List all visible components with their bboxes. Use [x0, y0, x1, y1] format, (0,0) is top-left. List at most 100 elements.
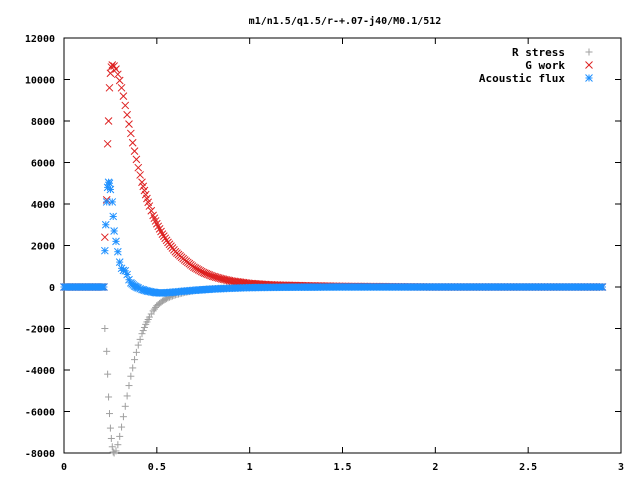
data-point: [114, 441, 122, 449]
data-point: [106, 69, 115, 78]
data-point: [100, 233, 109, 242]
legend-marker: [585, 61, 593, 69]
y-tick-label: 6000: [31, 159, 55, 170]
plot-area: [60, 61, 607, 457]
data-point: [112, 65, 120, 73]
y-tick-label: 12000: [25, 34, 55, 45]
data-point: [112, 447, 120, 455]
data-point: [100, 283, 108, 291]
series-acoustic-flux: [60, 178, 607, 297]
y-tick-label: -8000: [25, 449, 55, 460]
data-point: [216, 274, 225, 283]
data-point: [121, 402, 129, 410]
data-point: [134, 341, 142, 349]
data-point: [147, 206, 156, 215]
data-point: [128, 138, 137, 147]
data-point: [105, 83, 114, 92]
plot-frame: [63, 37, 622, 454]
y-tick-label: 4000: [31, 200, 55, 211]
data-point: [123, 270, 131, 279]
data-point: [117, 83, 126, 92]
data-point: [125, 120, 133, 128]
data-point: [125, 382, 133, 390]
data-point: [106, 424, 114, 432]
data-point: [103, 347, 111, 355]
data-point: [115, 76, 124, 85]
data-point: [113, 70, 122, 79]
data-point: [118, 423, 126, 431]
data-point: [132, 348, 140, 356]
data-point: [129, 364, 137, 372]
x-tick-label: 1.5: [333, 462, 351, 473]
y-tick-label: -4000: [25, 366, 55, 377]
data-point: [222, 276, 231, 284]
data-point: [103, 139, 112, 148]
y-tick-label: 2000: [31, 242, 55, 253]
y-tick-label: -2000: [25, 325, 55, 336]
series-g-work: [60, 61, 607, 291]
data-point: [107, 434, 115, 442]
data-point: [140, 323, 148, 331]
data-point: [224, 276, 232, 285]
y-tick-label: 0: [49, 283, 55, 294]
x-tick-label: 2.5: [519, 462, 537, 473]
data-point: [121, 101, 130, 110]
legend-label: G work: [525, 59, 565, 72]
data-point: [113, 247, 122, 256]
data-point: [107, 63, 116, 71]
series-r-stress: [60, 283, 606, 457]
data-point: [104, 370, 112, 378]
data-point: [136, 335, 144, 343]
data-point: [147, 310, 155, 318]
data-point: [138, 178, 146, 187]
y-tick-label: -6000: [25, 408, 55, 419]
data-point: [130, 147, 139, 155]
data-point: [136, 171, 144, 179]
x-tick-label: 2: [432, 462, 438, 473]
data-point: [221, 275, 229, 284]
data-point: [105, 393, 113, 401]
data-point: [140, 186, 149, 195]
data-point: [108, 443, 116, 451]
chart-title: m1/n1.5/q1.5/r-+.07-j40/M0.1/512: [249, 15, 442, 27]
data-point: [139, 182, 148, 191]
data-point: [123, 392, 131, 400]
data-point: [105, 179, 114, 188]
data-point: [134, 163, 143, 172]
data-point: [104, 117, 113, 125]
data-point: [110, 227, 118, 235]
data-point: [112, 237, 120, 246]
x-tick-label: 3: [618, 462, 624, 473]
x-tick-label: 0.5: [148, 462, 166, 473]
data-point: [119, 92, 128, 100]
y-tick-label: 10000: [25, 76, 55, 87]
data-point: [219, 275, 228, 284]
data-point: [100, 246, 109, 255]
data-point: [109, 212, 118, 221]
data-point: [116, 432, 124, 440]
axes: 12000 10000 8000 6000 4000 2000 0 -2000 -4000 -60…: [25, 34, 624, 473]
data-point: [123, 110, 131, 119]
data-point: [217, 275, 226, 283]
data-point: [138, 330, 146, 338]
legend-marker: [585, 74, 593, 82]
data-point: [127, 372, 135, 380]
legend-marker: [585, 48, 593, 56]
data-point: [101, 325, 109, 332]
x-tick-label: 1: [247, 462, 253, 473]
data-point: [115, 258, 124, 266]
legend-label: R stress: [512, 46, 565, 59]
data-point: [101, 220, 110, 229]
data-point: [105, 410, 113, 418]
x-tick-label: 0: [61, 462, 67, 473]
data-point: [598, 283, 607, 291]
data-point: [126, 129, 135, 138]
y-tick-label: 8000: [31, 117, 55, 128]
data-point: [132, 155, 141, 164]
data-point: [145, 202, 154, 210]
data-point: [131, 356, 139, 364]
data-point: [119, 413, 127, 421]
data-point: [106, 185, 115, 194]
